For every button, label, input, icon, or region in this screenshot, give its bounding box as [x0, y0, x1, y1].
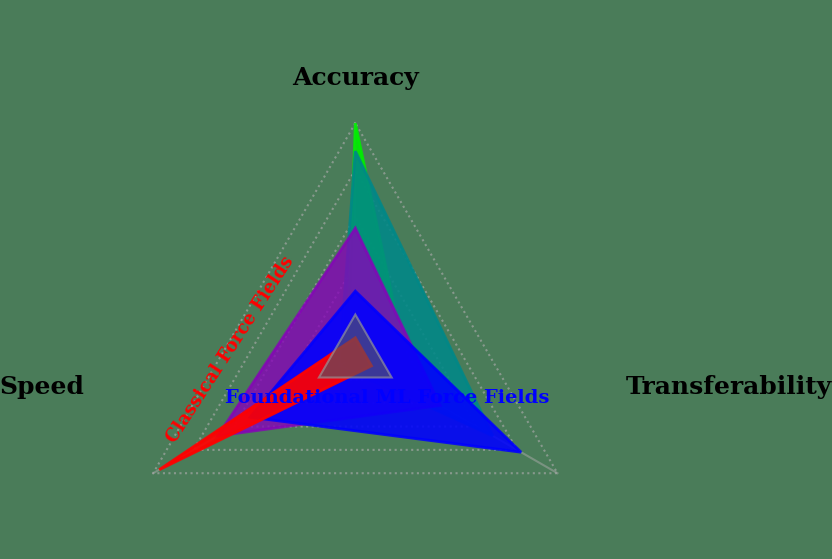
Text: Transferability: Transferability	[626, 375, 832, 399]
Text: Classical Force Fields: Classical Force Fields	[163, 253, 297, 446]
Polygon shape	[159, 338, 371, 470]
Polygon shape	[218, 228, 440, 436]
Polygon shape	[339, 151, 493, 436]
Polygon shape	[347, 123, 412, 389]
Polygon shape	[250, 291, 521, 452]
Text: Speed: Speed	[0, 375, 85, 399]
Polygon shape	[319, 315, 392, 377]
Text: Foundational ML Force Fields: Foundational ML Force Fields	[225, 389, 549, 407]
Text: Accuracy: Accuracy	[292, 67, 418, 91]
